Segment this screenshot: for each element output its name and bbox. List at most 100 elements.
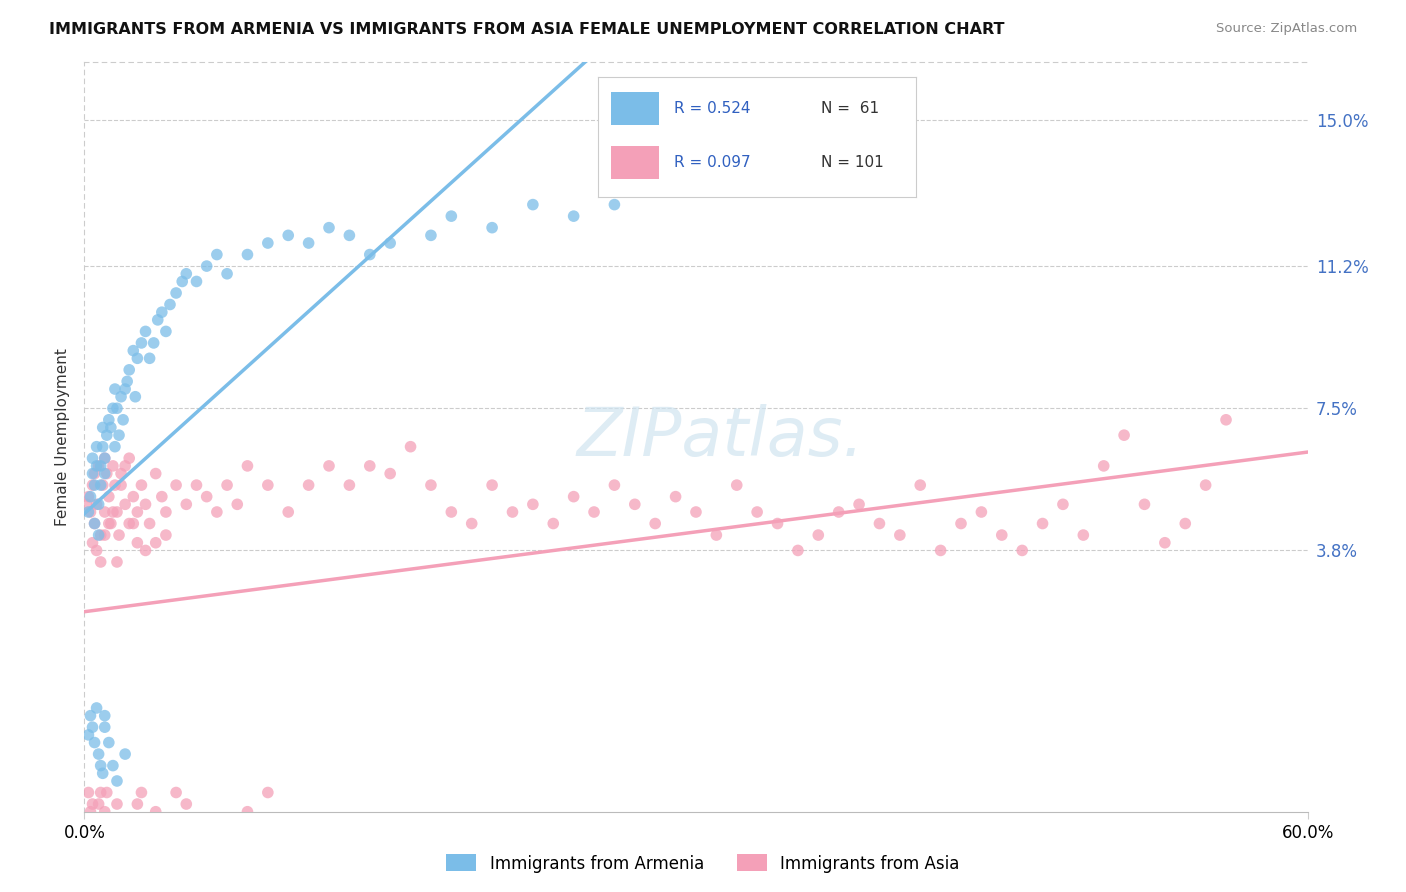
Point (96, 467, 118, 481)
Point (131, 335, 153, 350)
Point (122, 516, 145, 531)
Point (135, 497, 157, 511)
Point (104, 440, 127, 454)
Point (118, 363, 141, 377)
Point (97, 413, 120, 427)
Point (93, 505, 115, 519)
Point (380, 235, 402, 250)
Point (807, 528, 830, 542)
Point (236, 805, 259, 819)
Point (644, 516, 666, 531)
Point (86, 543, 108, 558)
Point (257, 785, 280, 799)
Point (97, 835, 120, 849)
Point (174, 267, 197, 281)
Point (155, 505, 177, 519)
Point (101, 458, 124, 473)
Point (114, 843, 136, 857)
Point (461, 516, 484, 531)
Point (87, 528, 110, 542)
Point (101, 758, 124, 772)
Point (991, 528, 1014, 542)
Point (93, 720, 115, 734)
Point (145, 535, 167, 549)
Point (226, 497, 249, 511)
Point (86, 824, 108, 838)
Point (359, 247, 381, 261)
Point (1133, 497, 1156, 511)
Point (766, 516, 789, 531)
Point (75, 497, 97, 511)
Point (440, 209, 463, 223)
Point (277, 228, 299, 243)
Point (172, 275, 194, 289)
Point (87, 747, 110, 761)
Point (90, 555, 112, 569)
Point (318, 220, 340, 235)
Point (104, 478, 127, 492)
Point (105, 555, 128, 569)
Point (105, 774, 128, 789)
Point (339, 228, 361, 243)
Point (110, 467, 132, 481)
Point (114, 747, 136, 761)
Point (124, 390, 146, 404)
Point (298, 235, 321, 250)
Point (83, 478, 105, 492)
Point (101, 401, 124, 416)
Point (135, 543, 157, 558)
Point (747, 505, 769, 519)
Point (562, 209, 585, 223)
Point (90, 785, 112, 799)
Point (195, 813, 218, 827)
Point (104, 824, 127, 838)
Point (420, 478, 443, 492)
Point (624, 497, 647, 511)
Point (217, 824, 239, 838)
Point (79, 805, 101, 819)
Point (186, 478, 208, 492)
Point (77, 490, 100, 504)
Point (138, 516, 160, 531)
Point (105, 401, 128, 416)
Point (83, 516, 105, 531)
Point (277, 505, 299, 519)
Point (114, 382, 136, 396)
Point (1032, 516, 1054, 531)
Point (399, 440, 422, 454)
Point (583, 505, 606, 519)
Point (217, 267, 239, 281)
Y-axis label: Female Unemployment: Female Unemployment (55, 348, 70, 526)
Point (603, 478, 626, 492)
Point (110, 813, 132, 827)
Point (87, 497, 110, 511)
Point (155, 528, 177, 542)
Point (79, 708, 101, 723)
Point (93, 451, 115, 466)
Point (96, 428, 118, 442)
Point (93, 708, 115, 723)
Point (82, 535, 104, 549)
Point (950, 516, 973, 531)
Point (101, 813, 124, 827)
Point (869, 516, 891, 531)
Point (787, 543, 810, 558)
Point (195, 490, 218, 504)
Point (86, 497, 108, 511)
Point (318, 458, 340, 473)
Point (110, 390, 132, 404)
Point (195, 259, 218, 273)
Point (1114, 428, 1136, 442)
Point (91, 478, 114, 492)
Point (79, 505, 101, 519)
Point (1073, 528, 1095, 542)
Point (543, 516, 565, 531)
Point (155, 325, 177, 339)
Point (122, 835, 145, 849)
Point (131, 785, 153, 799)
Point (135, 813, 157, 827)
Point (104, 382, 127, 396)
Point (93, 451, 115, 466)
Point (97, 490, 120, 504)
Point (1174, 516, 1197, 531)
